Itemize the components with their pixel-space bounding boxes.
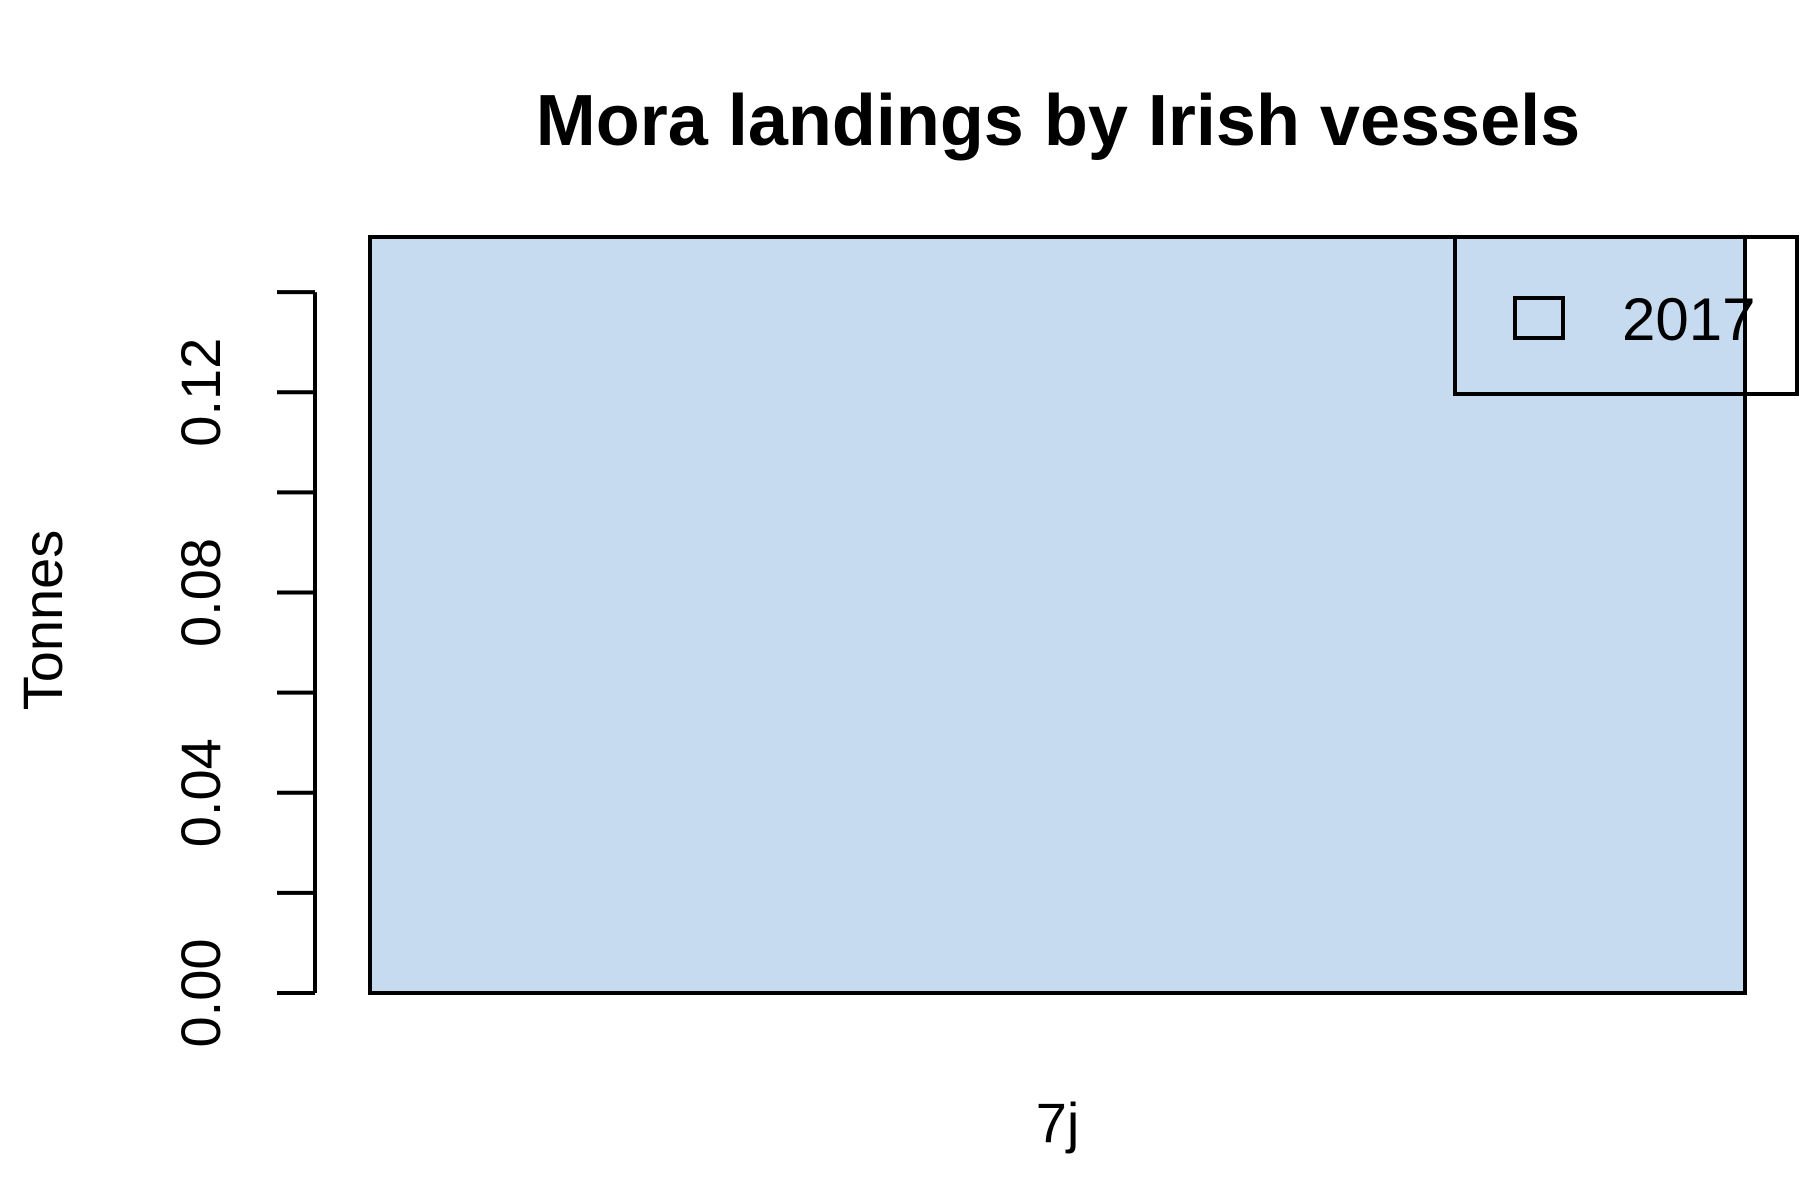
legend-box xyxy=(1453,235,1799,396)
chart-title: Mora landings by Irish vessels xyxy=(536,81,1580,161)
y-axis-label: Tonnes xyxy=(11,530,74,711)
y-tick-label: 0.12 xyxy=(169,338,232,447)
legend: 2017 xyxy=(1453,235,1799,396)
y-tick-label: 0.00 xyxy=(169,939,232,1048)
y-tick-label: 0.04 xyxy=(169,738,232,847)
x-tick-label: 7j xyxy=(1036,1091,1080,1154)
bar-7j xyxy=(368,235,1747,995)
y-tick-label: 0.08 xyxy=(169,538,232,647)
legend-swatch xyxy=(1513,296,1565,340)
x-tick-labels: 7j xyxy=(1036,1091,1080,1154)
bars xyxy=(368,235,1747,995)
legend-label: 2017 xyxy=(1622,286,1755,353)
y-axis: 0.00 0.04 0.08 0.12 xyxy=(169,290,317,1048)
